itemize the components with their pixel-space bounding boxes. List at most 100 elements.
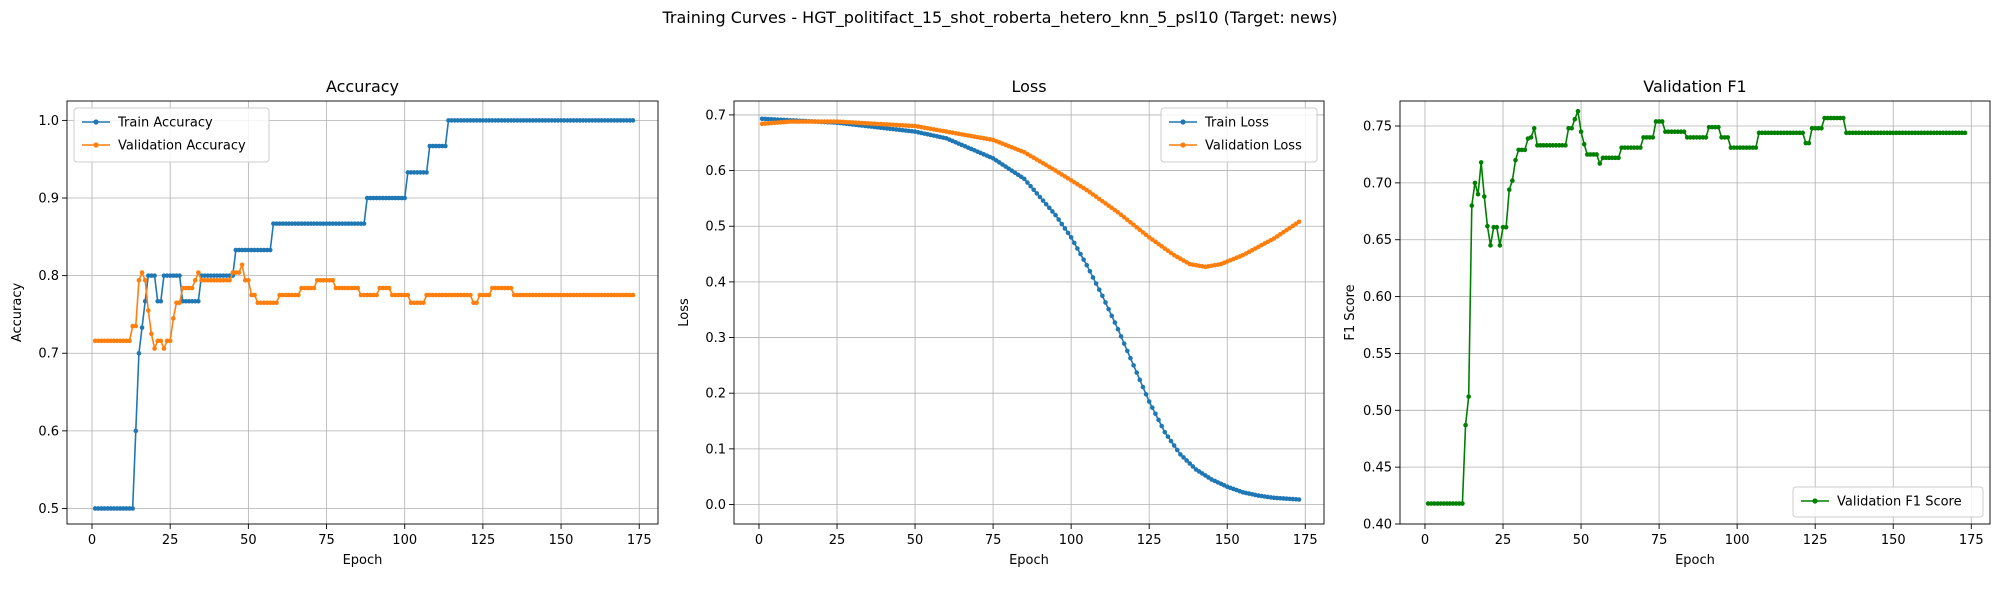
data-point <box>1681 129 1687 134</box>
x-tick-label: 0 <box>88 533 96 548</box>
data-point <box>1118 212 1124 218</box>
data-point <box>1531 125 1537 131</box>
axes-frame <box>733 100 1325 525</box>
data-point <box>1485 223 1490 229</box>
data-point <box>1022 176 1027 182</box>
chart-panel-3: 0 25 50 75 100 125 150 175 0.40 0.45 0.50 0.55 0.60 0… <box>1343 77 1991 568</box>
x-tick-label: 75 <box>1651 533 1668 548</box>
data-point <box>1084 262 1090 268</box>
data-point <box>1472 180 1478 186</box>
chart-title: Loss <box>1011 77 1046 96</box>
legend-swatch-marker <box>1180 142 1186 148</box>
series-train-accuracy <box>92 118 636 511</box>
data-point <box>1134 225 1139 230</box>
data-point <box>468 292 473 298</box>
x-tick-label: 75 <box>985 533 1002 548</box>
data-point <box>1528 135 1534 140</box>
data-point <box>1497 243 1503 248</box>
y-tick-label: 0.3 <box>705 331 726 346</box>
data-point <box>1125 348 1130 354</box>
data-point <box>1178 452 1183 457</box>
data-point <box>1819 125 1824 131</box>
data-point <box>1181 455 1186 460</box>
data-point <box>227 277 232 283</box>
data-point <box>1594 152 1599 157</box>
data-point <box>374 292 379 298</box>
data-point <box>189 285 195 291</box>
y-tick-label: 0.50 <box>1363 404 1392 419</box>
data-point <box>1569 125 1574 131</box>
chart-panel-2: 0 25 50 75 100 125 150 175 0.0 0.1 0.2 0.3 0.4 0.5 0.6… <box>677 77 1325 568</box>
series-validation-loss <box>759 119 1302 270</box>
data-point <box>1638 145 1643 150</box>
x-tick-label: 50 <box>240 533 257 548</box>
data-point <box>1581 141 1587 147</box>
legend-box <box>73 107 270 163</box>
data-point <box>1053 212 1058 218</box>
data-point <box>127 338 132 344</box>
data-point <box>421 300 426 306</box>
data-point <box>146 308 151 313</box>
data-point <box>1184 458 1189 463</box>
data-point <box>267 247 273 253</box>
data-point <box>196 270 201 275</box>
data-point <box>1081 257 1086 262</box>
data-point <box>252 292 257 298</box>
x-tick-label: 25 <box>162 533 179 548</box>
data-point <box>1578 129 1584 134</box>
data-point <box>239 262 245 268</box>
data-point <box>1031 187 1036 193</box>
x-tick-label: 25 <box>1495 533 1512 548</box>
data-point <box>1040 198 1046 203</box>
data-point <box>1118 334 1124 339</box>
legend-swatch-marker <box>93 142 99 148</box>
y-tick-label: 0.5 <box>705 220 726 235</box>
data-point <box>139 325 145 330</box>
data-point <box>158 298 164 304</box>
series-validation-accuracy <box>92 262 636 351</box>
data-point <box>1140 384 1146 390</box>
y-tick-label: 0.0 <box>705 498 726 513</box>
data-point <box>1025 180 1030 185</box>
data-point <box>196 298 201 304</box>
data-point <box>1078 251 1083 257</box>
chart-panel-1: 0 25 50 75 100 125 150 175 0.5 0.6 0.7 0.8 0.9 1.0 Acc… <box>10 77 659 568</box>
data-point <box>1131 222 1136 228</box>
data-point <box>386 285 392 291</box>
y-tick-label: 0.6 <box>38 424 59 439</box>
data-point <box>1065 230 1071 236</box>
data-point <box>1071 240 1077 246</box>
data-point <box>1753 145 1759 150</box>
data-point <box>1034 191 1040 196</box>
series-line <box>762 118 1300 501</box>
legend-label: Train Loss <box>1204 116 1269 131</box>
x-tick-label: 25 <box>829 533 846 548</box>
x-tick-label: 150 <box>1215 533 1240 548</box>
legend-label: Validation Loss <box>1205 139 1302 154</box>
data-point <box>1103 300 1108 305</box>
data-point <box>136 277 142 283</box>
y-tick-label: 0.60 <box>1363 290 1392 305</box>
data-point <box>1137 227 1143 233</box>
x-tick-label: 50 <box>1573 533 1590 548</box>
data-point <box>330 277 336 283</box>
data-point <box>1616 155 1621 161</box>
data-point <box>142 298 148 304</box>
data-point <box>1112 320 1118 325</box>
x-axis-label: Epoch <box>1675 553 1715 568</box>
series-validation-f1-score <box>1425 108 1968 506</box>
data-point <box>1469 203 1475 208</box>
data-point <box>1075 246 1080 251</box>
x-axis-label: Epoch <box>1009 553 1049 568</box>
y-tick-label: 0.65 <box>1363 233 1392 248</box>
data-point <box>1050 209 1055 214</box>
data-point <box>1093 281 1099 286</box>
y-tick-label: 0.1 <box>705 442 726 457</box>
data-point <box>1563 143 1568 148</box>
grid-lines <box>734 101 1324 524</box>
data-point <box>1143 232 1149 238</box>
y-tick-label: 0.4 <box>705 275 726 290</box>
data-point <box>1481 194 1487 199</box>
data-point <box>136 350 142 356</box>
series-train-loss <box>759 116 1302 502</box>
